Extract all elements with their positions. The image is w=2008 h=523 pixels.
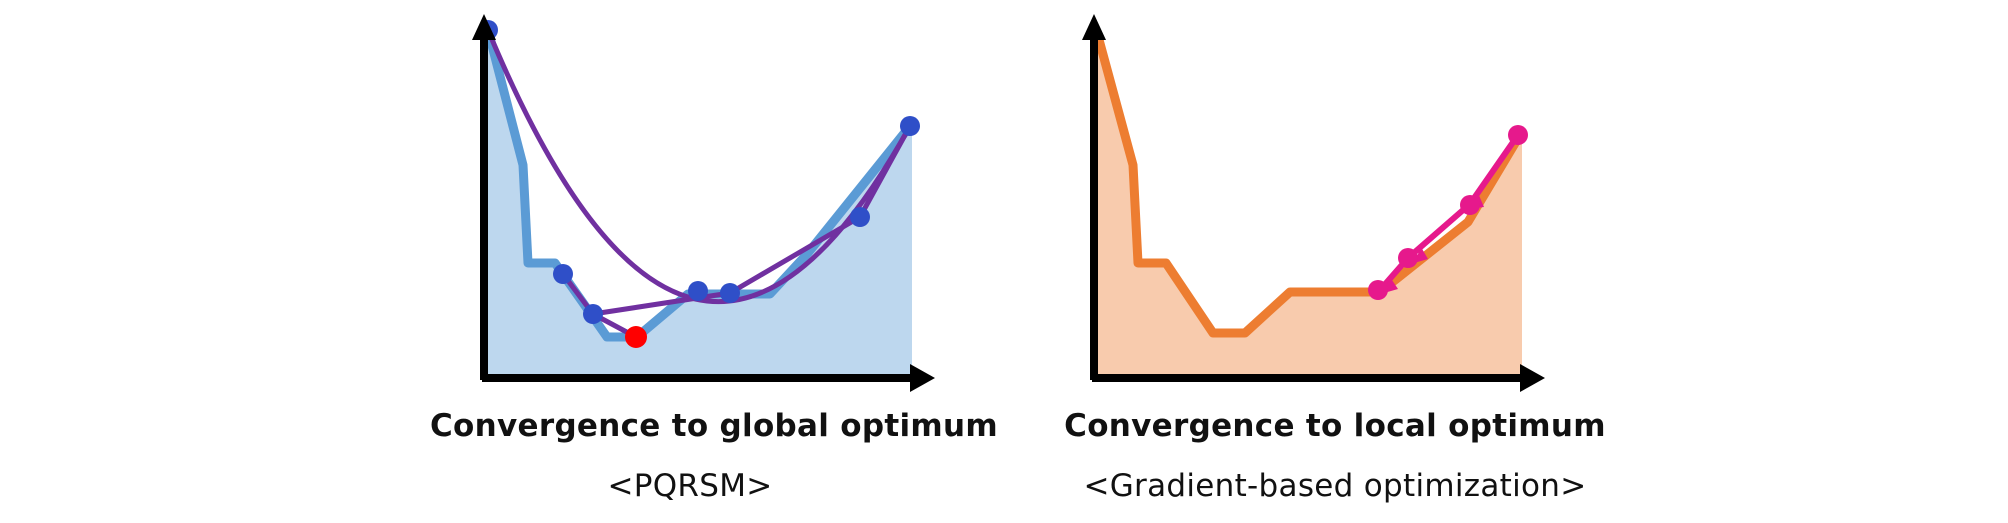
right-step-point xyxy=(1508,125,1528,145)
left-convergence-line xyxy=(592,124,913,317)
left-panel xyxy=(472,14,935,392)
left-sample-point xyxy=(900,116,920,136)
left-caption: Convergence to global optimum xyxy=(430,408,998,444)
right-objective-area xyxy=(1098,36,1522,378)
right-panel xyxy=(1082,14,1545,392)
right-gradient-path xyxy=(1377,133,1521,292)
right-caption: Convergence to local optimum xyxy=(1064,408,1606,444)
right-local-optimum-point xyxy=(1368,280,1388,300)
left-global-optimum-point xyxy=(625,326,647,348)
left-sample-point xyxy=(583,304,603,324)
left-subcaption: <PQRSM> xyxy=(607,468,773,504)
right-subcaption: <Gradient-based optimization> xyxy=(1083,468,1587,504)
axis-arrow-icon xyxy=(472,14,935,392)
left-sample-point xyxy=(688,281,708,301)
left-sample-point xyxy=(850,207,870,227)
left-sample-point xyxy=(720,283,740,303)
right-step-point xyxy=(1398,248,1418,268)
right-step-point xyxy=(1460,195,1480,215)
axis-arrow-icon xyxy=(1082,14,1545,392)
left-objective-area xyxy=(488,30,912,378)
left-sample-point xyxy=(553,264,573,284)
